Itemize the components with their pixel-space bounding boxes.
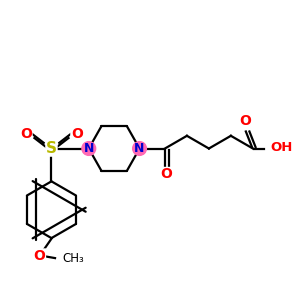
Text: O: O — [71, 127, 83, 141]
Text: O: O — [20, 127, 32, 141]
Text: O: O — [34, 249, 46, 263]
Circle shape — [133, 142, 146, 155]
Circle shape — [82, 142, 96, 155]
Text: O: O — [239, 114, 251, 128]
Text: S: S — [46, 141, 57, 156]
Text: OH: OH — [271, 141, 293, 154]
Text: N: N — [84, 142, 94, 155]
Text: CH₃: CH₃ — [62, 253, 84, 266]
Text: O: O — [160, 167, 172, 182]
Text: N: N — [134, 142, 145, 155]
